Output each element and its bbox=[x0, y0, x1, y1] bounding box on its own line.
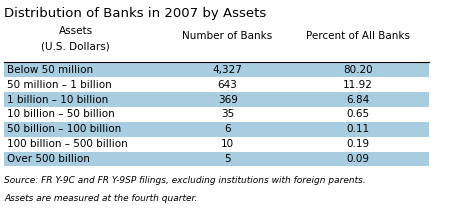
Text: 11.92: 11.92 bbox=[343, 80, 373, 90]
Text: Assets: Assets bbox=[59, 26, 93, 36]
Text: 50 million – 1 billion: 50 million – 1 billion bbox=[6, 80, 111, 90]
Text: Distribution of Banks in 2007 by Assets: Distribution of Banks in 2007 by Assets bbox=[4, 7, 266, 20]
Bar bbox=[4, 152, 429, 166]
Bar bbox=[4, 62, 429, 77]
Text: 0.19: 0.19 bbox=[346, 139, 369, 149]
Text: 10: 10 bbox=[221, 139, 234, 149]
Text: Below 50 million: Below 50 million bbox=[6, 65, 93, 75]
Text: 1 billion – 10 billion: 1 billion – 10 billion bbox=[6, 95, 108, 105]
Text: 35: 35 bbox=[221, 109, 234, 119]
Text: 369: 369 bbox=[218, 95, 238, 105]
Text: 50 billion – 100 billion: 50 billion – 100 billion bbox=[6, 124, 121, 134]
Text: Source: FR Y-9C and FR Y-9SP filings, excluding institutions with foreign parent: Source: FR Y-9C and FR Y-9SP filings, ex… bbox=[4, 176, 366, 185]
Text: 5: 5 bbox=[224, 154, 231, 164]
Text: 6: 6 bbox=[224, 124, 231, 134]
Bar bbox=[4, 122, 429, 137]
Text: (U.S. Dollars): (U.S. Dollars) bbox=[41, 42, 110, 52]
Text: 0.09: 0.09 bbox=[346, 154, 369, 164]
Text: 0.65: 0.65 bbox=[346, 109, 369, 119]
Text: Assets are measured at the fourth quarter.: Assets are measured at the fourth quarte… bbox=[4, 194, 198, 203]
Text: 643: 643 bbox=[218, 80, 238, 90]
Text: 80.20: 80.20 bbox=[343, 65, 373, 75]
Text: 100 billion – 500 billion: 100 billion – 500 billion bbox=[6, 139, 127, 149]
Text: Number of Banks: Number of Banks bbox=[182, 31, 273, 41]
Text: Over 500 billion: Over 500 billion bbox=[6, 154, 90, 164]
Text: 4,327: 4,327 bbox=[213, 65, 243, 75]
Text: 0.11: 0.11 bbox=[346, 124, 369, 134]
Bar bbox=[4, 92, 429, 107]
Text: 6.84: 6.84 bbox=[346, 95, 369, 105]
Text: 10 billion – 50 billion: 10 billion – 50 billion bbox=[6, 109, 114, 119]
Text: Percent of All Banks: Percent of All Banks bbox=[306, 31, 410, 41]
